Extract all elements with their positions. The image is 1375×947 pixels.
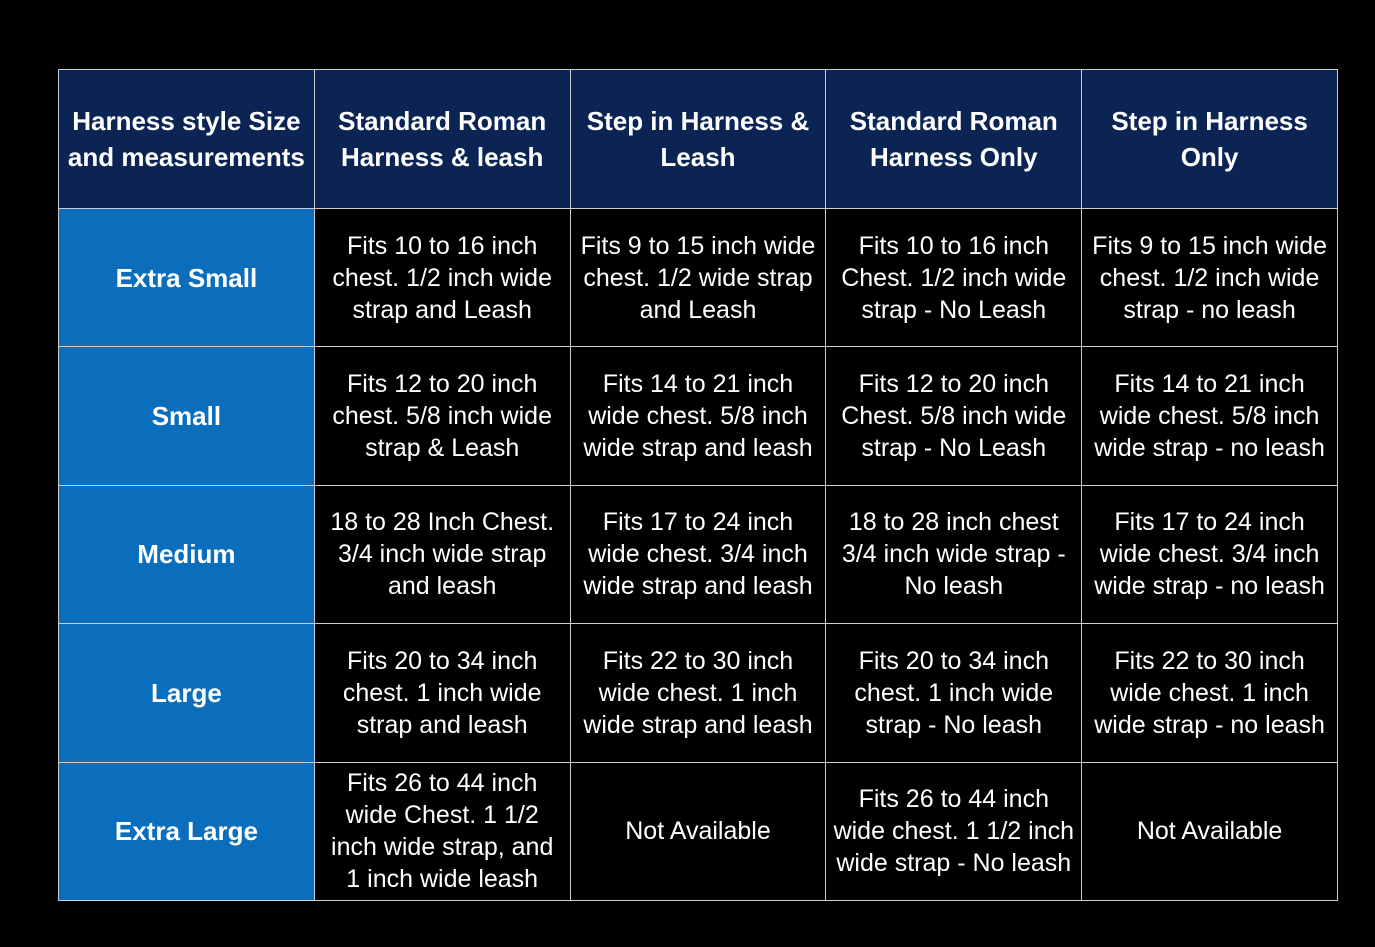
table-cell: Fits 17 to 24 inch wide chest. 3/4 inch … xyxy=(569,484,827,625)
header-row: Harness style Size and measurements Stan… xyxy=(58,69,1338,209)
table-cell: Not Available xyxy=(569,761,827,902)
size-label: Extra Small xyxy=(58,207,315,348)
header-step-in-harness-only: Step in Harness Only xyxy=(1081,69,1338,209)
table-cell: Fits 26 to 44 inch wide Chest. 1 1/2 inc… xyxy=(313,761,571,902)
table-cell: Fits 14 to 21 inch wide chest. 5/8 inch … xyxy=(1081,346,1338,486)
table-cell: Fits 20 to 34 inch chest. 1 inch wide st… xyxy=(313,623,571,763)
size-label: Medium xyxy=(58,484,315,625)
size-label: Large xyxy=(58,623,315,763)
table-cell: Fits 10 to 16 inch chest. 1/2 inch wide … xyxy=(313,207,571,348)
table-cell: Fits 9 to 15 inch wide chest. 1/2 wide s… xyxy=(569,207,827,348)
table-cell: Fits 12 to 20 inch Chest. 5/8 inch wide … xyxy=(825,346,1083,486)
header-standard-roman-harness-only: Standard Roman Harness Only xyxy=(825,69,1083,209)
table-cell: 18 to 28 inch chest 3/4 inch wide strap … xyxy=(825,484,1083,625)
table-cell: Not Available xyxy=(1081,761,1338,902)
size-label: Extra Large xyxy=(58,761,315,902)
table-cell: Fits 22 to 30 inch wide chest. 1 inch wi… xyxy=(1081,623,1338,763)
header-size: Harness style Size and measurements xyxy=(58,69,315,209)
header-standard-roman-harness-leash: Standard Roman Harness & leash xyxy=(313,69,571,209)
table-cell: Fits 20 to 34 inch chest. 1 inch wide st… xyxy=(825,623,1083,763)
table-cell: Fits 17 to 24 inch wide chest. 3/4 inch … xyxy=(1081,484,1338,625)
harness-size-table: Harness style Size and measurements Stan… xyxy=(58,69,1338,902)
table-cell: Fits 14 to 21 inch wide chest. 5/8 inch … xyxy=(569,346,827,486)
table-row: Extra Small Fits 10 to 16 inch chest. 1/2… xyxy=(58,207,1338,348)
table-row: Medium 18 to 28 Inch Chest. 3/4 inch wide… xyxy=(58,484,1338,625)
table-cell: Fits 9 to 15 inch wide chest. 1/2 inch w… xyxy=(1081,207,1338,348)
table-cell: Fits 10 to 16 inch Chest. 1/2 inch wide … xyxy=(825,207,1083,348)
table-row: Large Fits 20 to 34 inch chest. 1 inch wi… xyxy=(58,623,1338,763)
table-row: Small Fits 12 to 20 inch chest. 5/8 inch … xyxy=(58,346,1338,486)
header-step-in-harness-leash: Step in Harness & Leash xyxy=(569,69,827,209)
table-row: Extra Large Fits 26 to 44 inch wide Chest… xyxy=(58,761,1338,902)
table-cell: 18 to 28 Inch Chest. 3/4 inch wide strap… xyxy=(313,484,571,625)
table-cell: Fits 22 to 30 inch wide chest. 1 inch wi… xyxy=(569,623,827,763)
size-label: Small xyxy=(58,346,315,486)
table-cell: Fits 26 to 44 inch wide chest. 1 1/2 inc… xyxy=(825,761,1083,902)
table-cell: Fits 12 to 20 inch chest. 5/8 inch wide … xyxy=(313,346,571,486)
